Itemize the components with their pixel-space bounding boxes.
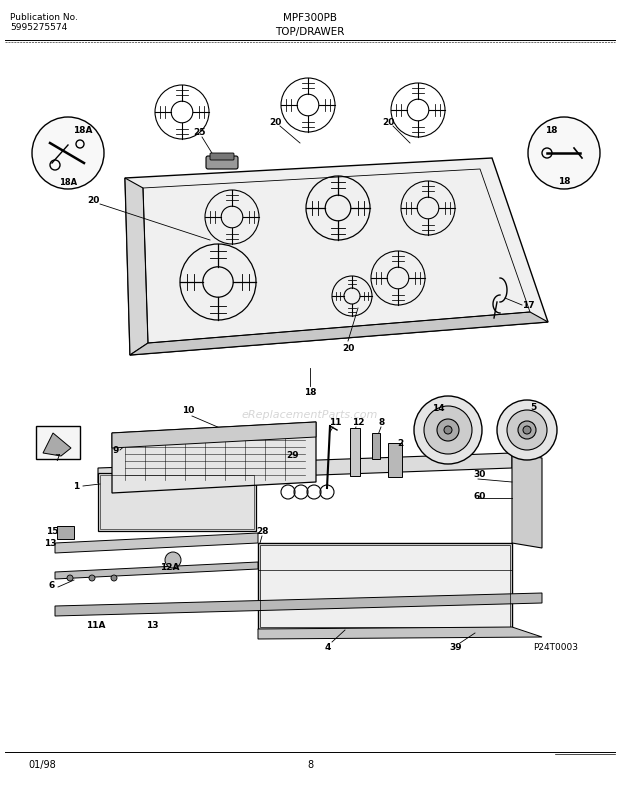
Text: 18A: 18A: [73, 126, 93, 134]
Text: 4: 4: [325, 644, 331, 653]
Text: Publication No.: Publication No.: [10, 13, 78, 22]
Circle shape: [528, 117, 600, 189]
Circle shape: [424, 406, 472, 454]
Text: 8: 8: [307, 760, 313, 770]
Circle shape: [111, 575, 117, 581]
Polygon shape: [98, 453, 512, 483]
Circle shape: [507, 410, 547, 450]
Text: 39: 39: [450, 644, 463, 653]
Text: 1: 1: [73, 482, 79, 490]
Text: 18: 18: [558, 176, 570, 186]
Circle shape: [518, 421, 536, 439]
Text: 12A: 12A: [160, 563, 180, 573]
Text: MPF300PB: MPF300PB: [283, 13, 337, 23]
Text: 15: 15: [46, 527, 58, 536]
Text: 20: 20: [269, 118, 281, 127]
Text: 20: 20: [382, 118, 394, 127]
Text: 14: 14: [432, 403, 445, 412]
Text: 2: 2: [397, 438, 403, 448]
Circle shape: [444, 426, 452, 434]
Bar: [57, 526, 74, 539]
Text: 7: 7: [54, 453, 60, 463]
Polygon shape: [125, 178, 148, 355]
Bar: [36, 426, 80, 459]
Text: 5995275574: 5995275574: [10, 23, 67, 32]
Text: 6: 6: [49, 581, 55, 591]
Text: 30: 30: [474, 470, 486, 479]
Circle shape: [67, 575, 73, 581]
Polygon shape: [55, 562, 258, 579]
Bar: [98, 473, 256, 531]
Text: 20: 20: [87, 195, 99, 205]
Polygon shape: [130, 312, 548, 355]
Circle shape: [437, 419, 459, 441]
Text: TOP/DRAWER: TOP/DRAWER: [275, 27, 345, 37]
Bar: [100, 475, 254, 529]
Text: 18A: 18A: [59, 177, 77, 187]
Text: 18: 18: [545, 126, 557, 134]
Text: P24T0003: P24T0003: [533, 642, 578, 652]
Text: 18: 18: [304, 388, 316, 396]
FancyBboxPatch shape: [206, 156, 238, 169]
Text: 12: 12: [352, 418, 364, 426]
Text: 17: 17: [521, 301, 534, 309]
Polygon shape: [112, 422, 316, 493]
Bar: [260, 545, 510, 627]
Circle shape: [165, 552, 181, 568]
Text: 28: 28: [257, 527, 269, 536]
FancyBboxPatch shape: [210, 153, 234, 160]
Text: 29: 29: [286, 451, 299, 460]
Text: 8: 8: [379, 418, 385, 426]
Text: 01/98: 01/98: [28, 760, 56, 770]
Circle shape: [523, 426, 531, 434]
Circle shape: [497, 400, 557, 460]
Circle shape: [32, 117, 104, 189]
Circle shape: [89, 575, 95, 581]
Text: 25: 25: [193, 127, 206, 137]
Polygon shape: [125, 158, 548, 355]
Polygon shape: [512, 453, 542, 548]
Polygon shape: [43, 433, 71, 456]
Bar: [372, 433, 380, 459]
Polygon shape: [112, 422, 316, 448]
Bar: [350, 428, 360, 476]
Polygon shape: [55, 593, 542, 616]
Polygon shape: [258, 627, 542, 639]
Circle shape: [414, 396, 482, 464]
Text: eReplacementParts.com: eReplacementParts.com: [242, 410, 378, 420]
Text: 10: 10: [182, 406, 194, 414]
Text: 5: 5: [530, 403, 536, 411]
Text: 60: 60: [474, 491, 486, 501]
Polygon shape: [55, 533, 258, 553]
Bar: [258, 543, 512, 629]
Text: 11A: 11A: [86, 622, 106, 630]
Text: 20: 20: [342, 343, 354, 353]
Text: 13: 13: [44, 539, 56, 547]
Text: 13: 13: [146, 622, 158, 630]
Text: 11: 11: [329, 418, 341, 426]
Text: 9: 9: [113, 445, 119, 455]
Bar: [388, 443, 402, 477]
